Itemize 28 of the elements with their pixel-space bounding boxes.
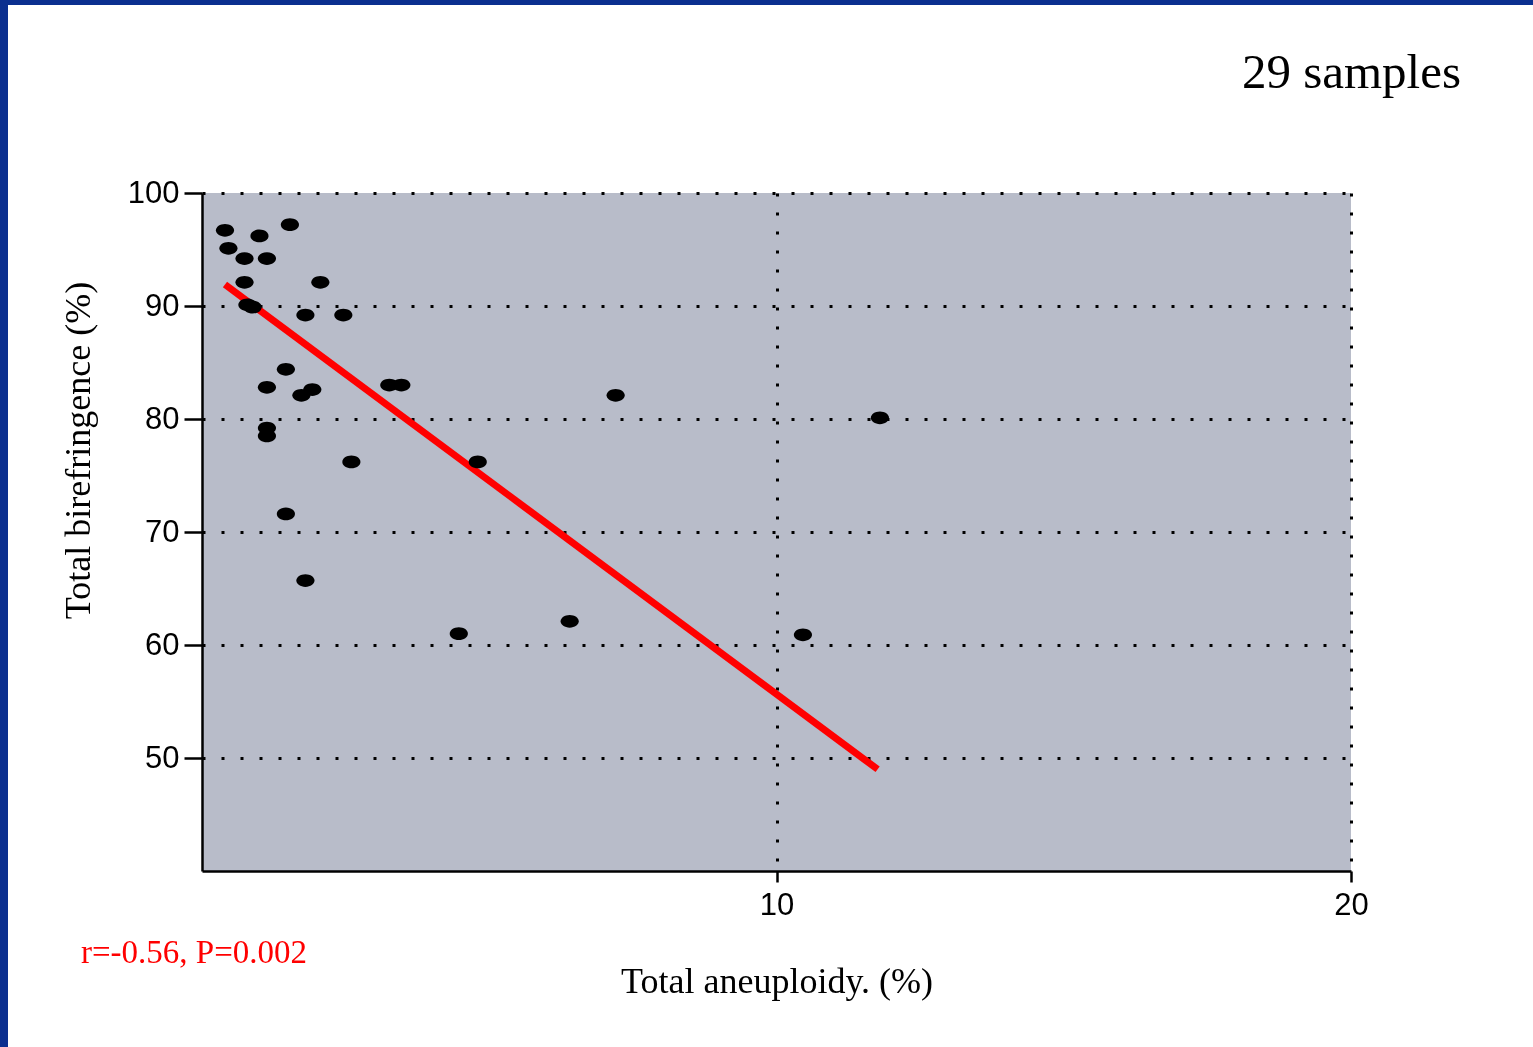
point	[243, 300, 262, 314]
point	[468, 455, 487, 469]
point	[793, 628, 813, 642]
y-tick-label: 70	[145, 513, 180, 549]
point	[449, 627, 468, 641]
point	[250, 229, 269, 243]
text: r=-0.56, P=0.002	[81, 934, 308, 970]
y-tick-label: 80	[145, 400, 180, 436]
point	[560, 614, 579, 628]
point	[276, 362, 295, 376]
x-axis-title: Total aneuploidy. (%)	[620, 960, 934, 1001]
y-tick-label: 50	[145, 739, 180, 775]
y-tick-label: 100	[127, 174, 180, 210]
point	[342, 455, 361, 469]
x-tick-label: 10	[759, 886, 795, 922]
point	[870, 411, 889, 425]
x-tick-label: 20	[1334, 886, 1369, 922]
y-tick-label: 60	[145, 626, 180, 662]
point	[296, 308, 315, 322]
y-tick-label: 90	[145, 287, 180, 323]
point	[311, 275, 330, 289]
point	[235, 275, 254, 289]
point	[276, 507, 295, 521]
point	[334, 308, 353, 322]
y-axis-title: Total birefringence (%)	[57, 281, 98, 620]
point	[215, 223, 235, 237]
point	[606, 388, 625, 402]
chart-title: 29 samples	[1241, 44, 1461, 99]
